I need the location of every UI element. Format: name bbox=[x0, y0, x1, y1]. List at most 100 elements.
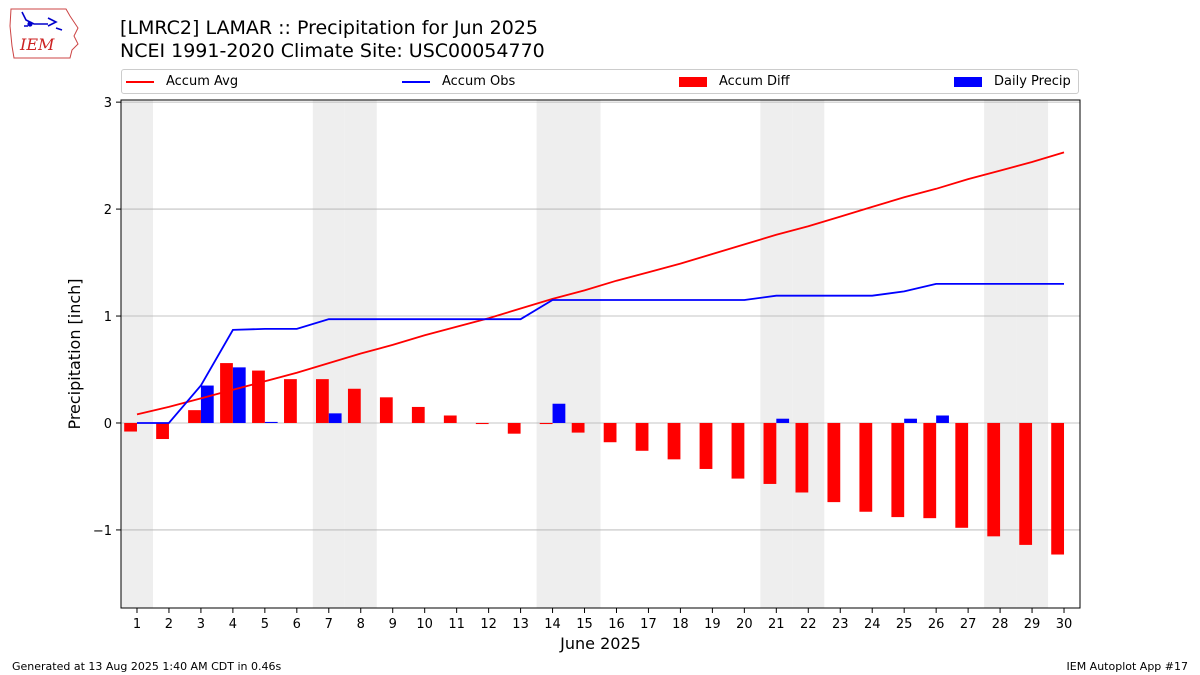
chart-legend: Accum Avg Accum Obs Accum Diff Daily Pre… bbox=[121, 69, 1079, 94]
accum-diff-bar bbox=[475, 422, 489, 425]
x-tick-label: 26 bbox=[928, 617, 945, 632]
iem-logo: IEM bbox=[9, 8, 79, 59]
weekend-shade bbox=[568, 100, 601, 608]
y-tick-label: −1 bbox=[93, 524, 112, 539]
accum-diff-bar bbox=[699, 422, 713, 469]
x-tick-label: 3 bbox=[197, 617, 205, 632]
y-tick-label: 2 bbox=[104, 203, 112, 218]
legend-item-accum-obs: Accum Obs bbox=[402, 70, 515, 93]
x-tick-label: 9 bbox=[389, 617, 397, 632]
x-tick-label: 11 bbox=[448, 617, 465, 632]
accum-diff-bar bbox=[635, 422, 649, 451]
accum-diff-bar bbox=[891, 422, 905, 518]
x-tick-label: 10 bbox=[416, 617, 433, 632]
accum-diff-bar bbox=[188, 410, 201, 423]
weekend-shade bbox=[792, 100, 825, 608]
x-tick-label: 24 bbox=[864, 617, 881, 632]
y-tick-label: 0 bbox=[104, 417, 112, 432]
legend-item-accum-diff: Accum Diff bbox=[679, 70, 790, 93]
weekend-shade bbox=[760, 100, 793, 608]
x-tick-label: 4 bbox=[229, 617, 237, 632]
accum-diff-bar bbox=[571, 422, 585, 433]
chart-title: [LMRC2] LAMAR :: Precipitation for Jun 2… bbox=[120, 17, 538, 39]
accum-avg-line bbox=[136, 151, 1065, 416]
legend-label-daily-precip: Daily Precip bbox=[994, 74, 1071, 89]
legend-label-accum-obs: Accum Obs bbox=[442, 74, 516, 89]
accum-diff-bar bbox=[443, 415, 457, 423]
accum-diff-bar bbox=[923, 422, 937, 519]
daily-precip-bar bbox=[904, 418, 917, 423]
accum-diff-bar bbox=[220, 363, 233, 423]
accum-diff-bar bbox=[1051, 422, 1065, 555]
plot-frame bbox=[120, 99, 1081, 609]
station-dot-icon bbox=[27, 21, 33, 27]
x-axis-label: June 2025 bbox=[559, 634, 641, 653]
chart-subtitle: NCEI 1991-2020 Climate Site: USC00054770 bbox=[120, 40, 545, 62]
x-tick-label: 15 bbox=[576, 617, 593, 632]
x-tick-label: 16 bbox=[608, 617, 625, 632]
accum-diff-bar bbox=[859, 422, 873, 512]
accum-diff-bar bbox=[603, 422, 617, 443]
x-tick-label: 13 bbox=[512, 617, 529, 632]
accum-diff-bar bbox=[955, 422, 969, 528]
accum-diff-bar bbox=[507, 422, 521, 434]
accum-diff-bar bbox=[987, 422, 1001, 537]
footer-app-text: IEM Autoplot App #17 bbox=[1066, 660, 1189, 673]
accum-diff-bar bbox=[667, 422, 681, 460]
y-tick-label: 3 bbox=[104, 96, 112, 111]
x-tick-label: 8 bbox=[357, 617, 365, 632]
legend-swatch-daily-precip bbox=[954, 76, 982, 87]
y-axis-label: Precipitation [inch] bbox=[65, 278, 84, 429]
footer-generated-text: Generated at 13 Aug 2025 1:40 AM CDT in … bbox=[12, 660, 282, 673]
x-tick-label: 2 bbox=[165, 617, 173, 632]
accum-diff-bar bbox=[347, 388, 361, 423]
daily-precip-bar bbox=[936, 415, 949, 423]
x-tick-label: 19 bbox=[704, 617, 721, 632]
legend-item-daily-precip: Daily Precip bbox=[954, 70, 1071, 93]
legend-swatch-accum-avg bbox=[126, 80, 154, 83]
weekend-shade bbox=[536, 100, 569, 608]
x-tick-label: 29 bbox=[1024, 617, 1041, 632]
x-tick-label: 14 bbox=[544, 617, 561, 632]
accum-diff-bar bbox=[124, 422, 137, 432]
x-tick-label: 7 bbox=[325, 617, 333, 632]
x-tick-label: 21 bbox=[768, 617, 785, 632]
x-tick-label: 22 bbox=[800, 617, 817, 632]
weekend-shade bbox=[121, 100, 153, 608]
legend-label-accum-avg: Accum Avg bbox=[166, 74, 239, 89]
accum-diff-bar bbox=[315, 379, 329, 423]
accum-diff-bar bbox=[731, 422, 745, 479]
legend-item-accum-avg: Accum Avg bbox=[126, 70, 238, 93]
x-tick-label: 27 bbox=[960, 617, 977, 632]
x-tick-label: 6 bbox=[293, 617, 301, 632]
accum-diff-bar bbox=[411, 406, 425, 423]
x-tick-label: 25 bbox=[896, 617, 913, 632]
x-tick-label: 18 bbox=[672, 617, 689, 632]
accum-diff-bar bbox=[1019, 422, 1033, 545]
x-tick-label: 5 bbox=[261, 617, 269, 632]
x-tick-label: 17 bbox=[640, 617, 657, 632]
legend-swatch-accum-diff bbox=[679, 76, 707, 87]
accum-diff-bar bbox=[539, 422, 553, 425]
accum-obs-line bbox=[137, 282, 1064, 424]
daily-precip-bar bbox=[264, 421, 278, 423]
x-tick-label: 1 bbox=[133, 617, 141, 632]
accum-diff-bar bbox=[763, 422, 777, 484]
accum-diff-bar bbox=[252, 370, 265, 423]
daily-precip-bar bbox=[232, 367, 246, 423]
y-tick-label: 1 bbox=[104, 310, 112, 325]
accum-diff-bar bbox=[284, 379, 297, 423]
x-tick-label: 23 bbox=[832, 617, 849, 632]
daily-precip-bar bbox=[200, 385, 214, 423]
x-tick-label: 30 bbox=[1056, 617, 1073, 632]
legend-swatch-accum-obs bbox=[402, 80, 430, 83]
x-tick-label: 20 bbox=[736, 617, 753, 632]
weekend-shade bbox=[312, 100, 345, 608]
accum-diff-bar bbox=[379, 397, 393, 423]
daily-precip-bar bbox=[328, 413, 342, 423]
legend-label-accum-diff: Accum Diff bbox=[719, 74, 790, 89]
accum-diff-bar bbox=[795, 422, 809, 493]
daily-precip-bar bbox=[552, 403, 566, 423]
logo-text: IEM bbox=[19, 35, 55, 54]
